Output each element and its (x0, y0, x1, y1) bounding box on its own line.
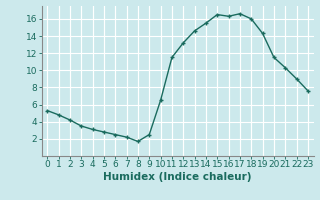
X-axis label: Humidex (Indice chaleur): Humidex (Indice chaleur) (103, 172, 252, 182)
